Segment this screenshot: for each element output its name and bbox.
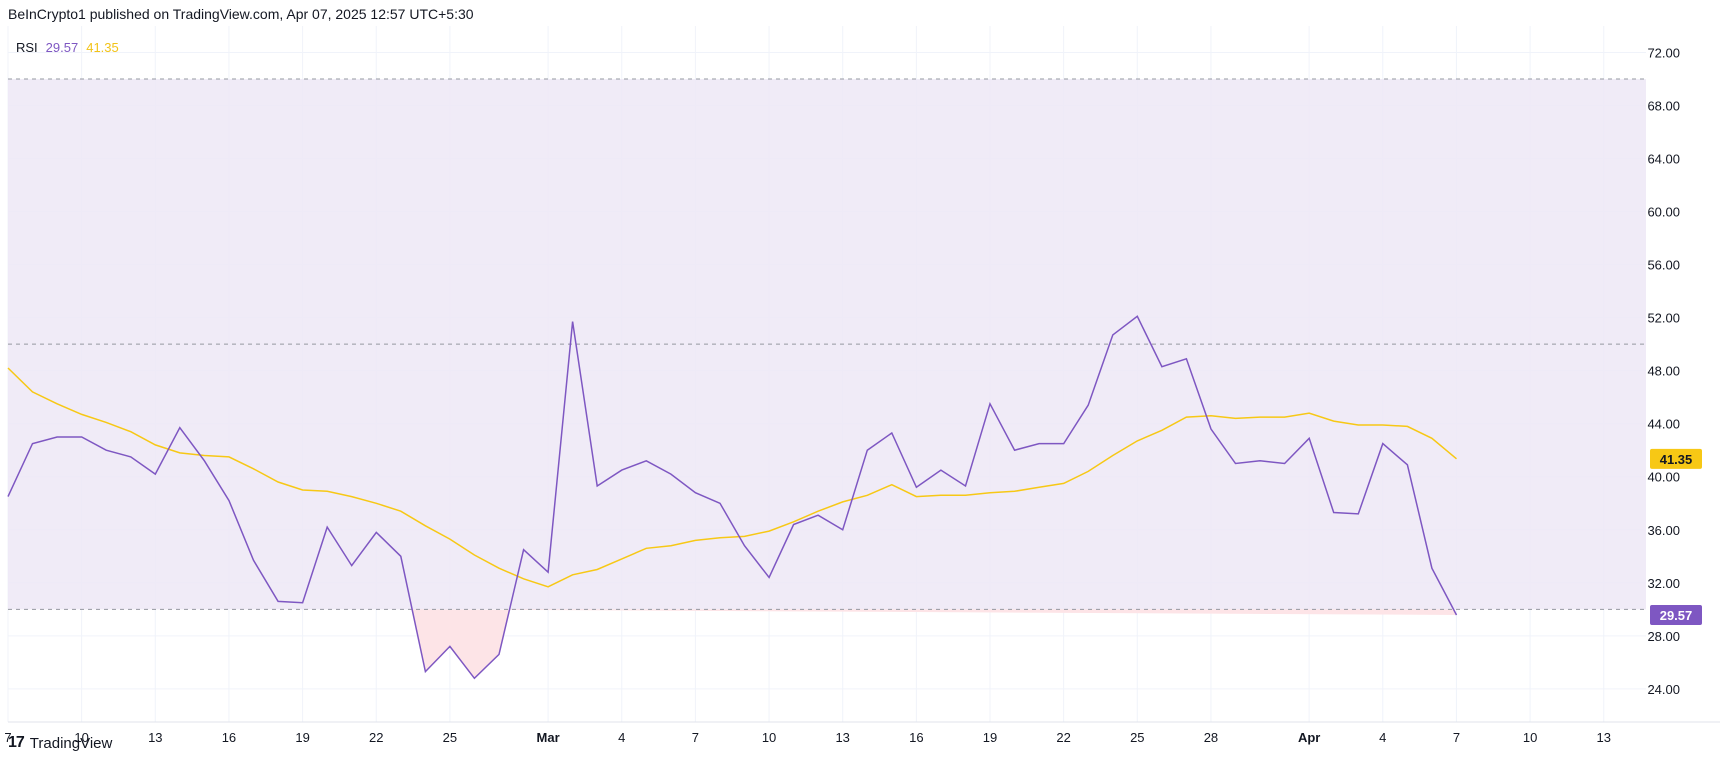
tradingview-brand: TradingView [29, 734, 113, 752]
price-badge-label: 41.35 [1660, 452, 1693, 467]
x-tick-label: Mar [537, 730, 560, 745]
y-tick-label: 60.00 [1647, 205, 1680, 220]
x-tick-label: 7 [1453, 730, 1460, 745]
tradingview-logo-icon: 17 [8, 734, 25, 751]
x-tick-label: 22 [1056, 730, 1070, 745]
x-tick-label: 10 [1523, 730, 1537, 745]
x-tick-label: 13 [148, 730, 162, 745]
rsi-series-line [7, 315, 1458, 680]
indicator-name: RSI [16, 40, 38, 55]
price-badge [1650, 605, 1702, 626]
x-tick-label: 7 [692, 730, 699, 745]
oversold-fill [412, 609, 1457, 679]
y-tick-label: 24.00 [1647, 682, 1680, 697]
ma-series-line [7, 367, 1457, 588]
y-tick-label: 36.00 [1647, 523, 1680, 538]
x-tick-label: 25 [1130, 730, 1144, 745]
y-tick-label: 44.00 [1647, 417, 1680, 432]
y-tick-label: 48.00 [1647, 364, 1680, 379]
rsi-value: 29.57 [45, 40, 79, 55]
publish-info: BeInCrypto1 published on TradingView.com… [8, 6, 474, 22]
indicator-legend[interactable]: RSI 29.57 41.35 [16, 40, 119, 55]
y-tick-label: 28.00 [1647, 629, 1680, 644]
x-tick-label: 10 [74, 730, 88, 745]
x-tick-label: Apr [1298, 730, 1320, 745]
y-tick-label: 56.00 [1647, 258, 1680, 273]
tradingview-footer[interactable]: 17 TradingView [8, 734, 112, 752]
x-tick-label: 19 [983, 730, 997, 745]
band-lines [8, 78, 1646, 610]
x-tick-label: 4 [618, 730, 625, 745]
y-axis[interactable]: 24.00 28.00 32.00 36.00 40.00 44.00 48.00 52.00… [1647, 46, 1680, 697]
x-tick-label: 25 [443, 730, 457, 745]
y-tick-label: 72.00 [1647, 46, 1680, 61]
x-tick-label: 13 [1597, 730, 1611, 745]
y-tick-label: 64.00 [1647, 152, 1680, 167]
x-tick-label: 19 [295, 730, 309, 745]
x-tick-label: 22 [369, 730, 383, 745]
y-tick-label: 52.00 [1647, 311, 1680, 326]
x-tick-label: 10 [762, 730, 776, 745]
price-badge [1650, 448, 1702, 469]
y-tick-label: 68.00 [1647, 99, 1680, 114]
price-badge-label: 29.57 [1660, 608, 1693, 623]
x-tick-label: 28 [1204, 730, 1218, 745]
x-tick-label: 13 [835, 730, 849, 745]
x-axis[interactable]: 7 10 13 16 19 22 25 Mar 4 7 10 13 16 19 22 25 28 Apr 4 7 10 1… [4, 730, 1611, 745]
y-tick-label: 40.00 [1647, 470, 1680, 485]
y-tick-label: 32.00 [1647, 576, 1680, 591]
x-tick-label: 7 [4, 730, 11, 745]
x-tick-label: 4 [1379, 730, 1386, 745]
x-tick-label: 16 [909, 730, 923, 745]
ma-value: 41.35 [86, 40, 119, 55]
x-tick-label: 16 [222, 730, 236, 745]
price-badges: 41.35 29.57 [1650, 448, 1702, 626]
